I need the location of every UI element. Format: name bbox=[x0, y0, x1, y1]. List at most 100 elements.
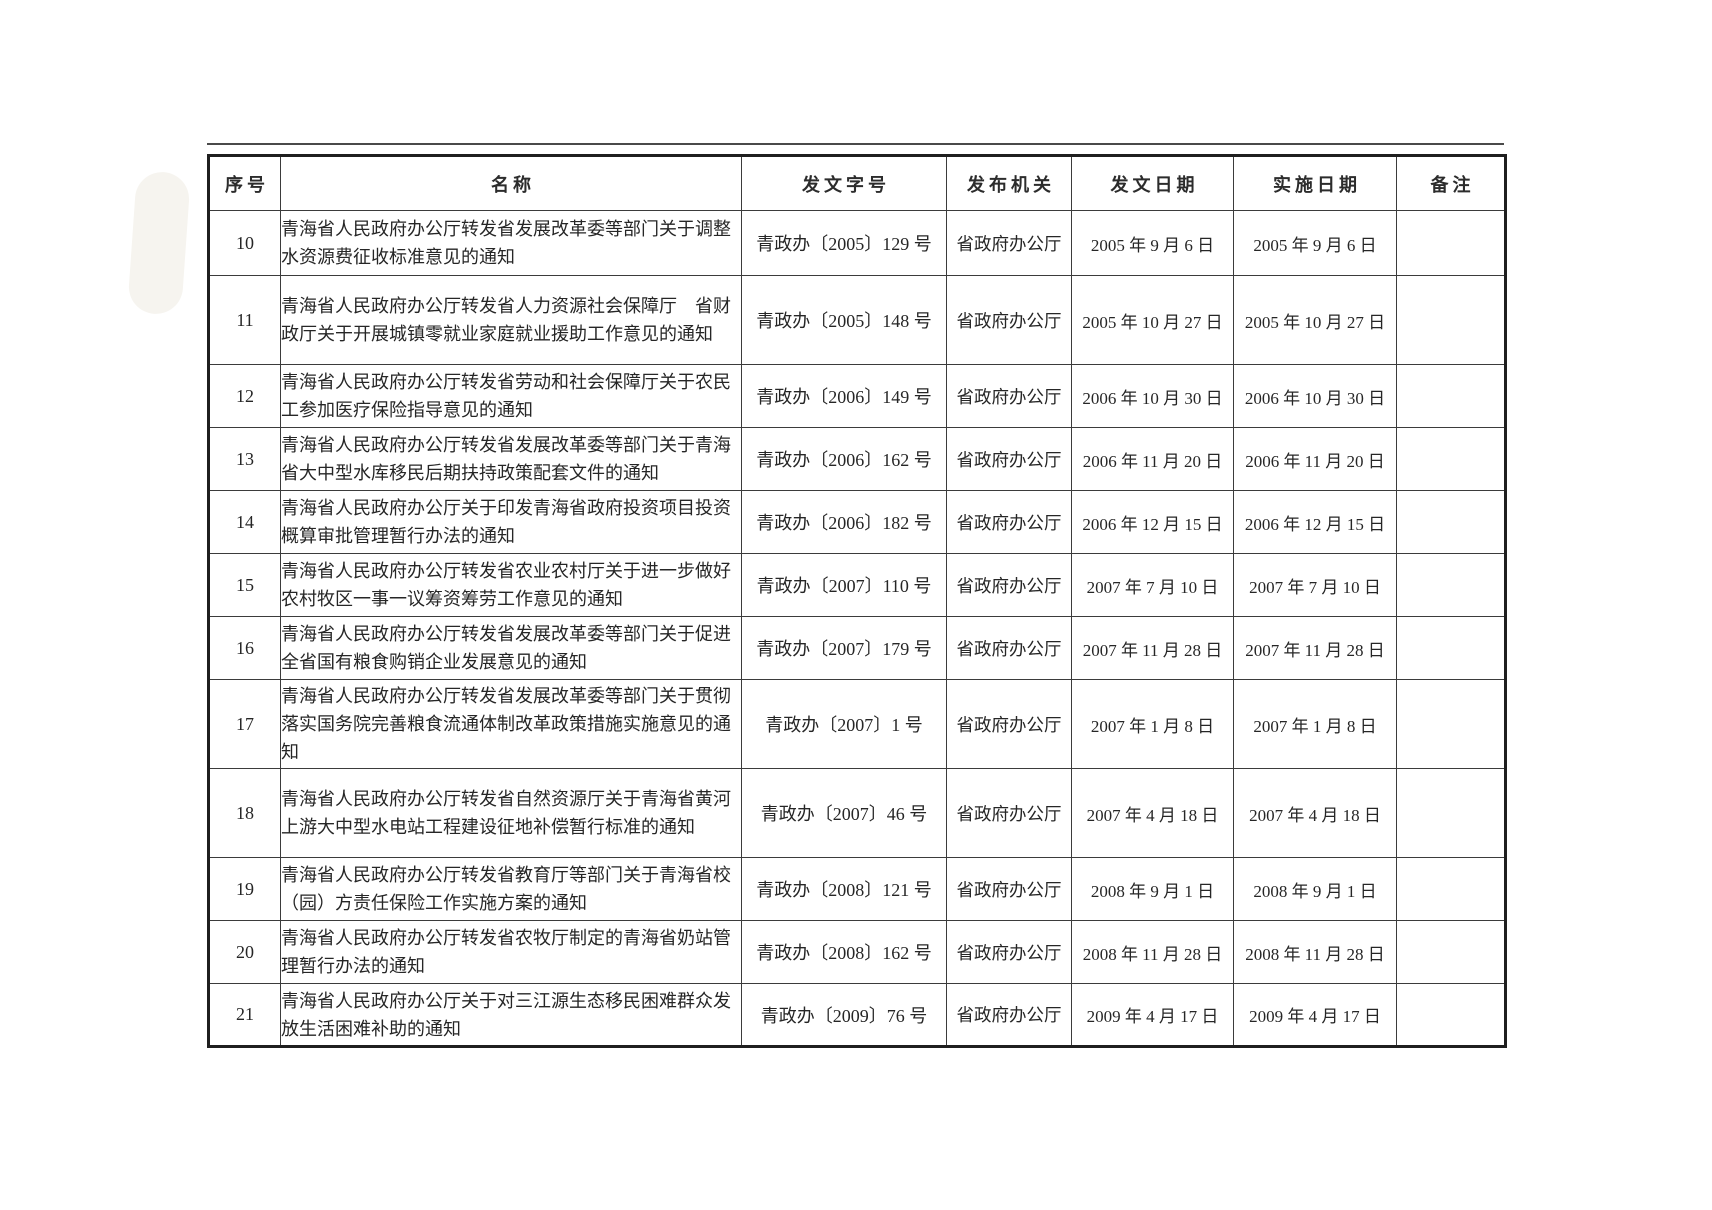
cell-doc-number: 青政办〔2009〕76 号 bbox=[741, 983, 947, 1047]
cell-agency: 省政府办公厅 bbox=[946, 553, 1072, 617]
cell-remarks bbox=[1396, 768, 1506, 858]
cell-issue-date: 2007 年 7 月 10 日 bbox=[1071, 553, 1234, 617]
cell-issue-date: 2007 年 4 月 18 日 bbox=[1071, 768, 1234, 858]
cell-name: 青海省人民政府办公厅转发省农牧厅制定的青海省奶站管理暂行办法的通知 bbox=[280, 920, 742, 984]
cell-no: 20 bbox=[208, 920, 281, 984]
cell-no: 16 bbox=[208, 616, 281, 680]
cell-no: 13 bbox=[208, 427, 281, 491]
cell-implementation-date: 2008 年 11 月 28 日 bbox=[1233, 920, 1397, 984]
cell-implementation-date: 2007 年 4 月 18 日 bbox=[1233, 768, 1397, 858]
cell-agency: 省政府办公厅 bbox=[946, 210, 1072, 276]
header-issue-date: 发文日期 bbox=[1071, 155, 1234, 211]
cell-no: 10 bbox=[208, 210, 281, 276]
cell-doc-number: 青政办〔2006〕149 号 bbox=[741, 364, 947, 428]
cell-remarks bbox=[1396, 679, 1506, 769]
cell-doc-number: 青政办〔2008〕121 号 bbox=[741, 857, 947, 921]
cell-doc-number: 青政办〔2005〕148 号 bbox=[741, 275, 947, 365]
table-top-rule bbox=[207, 143, 1504, 145]
cell-name: 青海省人民政府办公厅转发省发展改革委等部门关于促进全省国有粮食购销企业发展意见的… bbox=[280, 616, 742, 680]
cell-doc-number: 青政办〔2007〕46 号 bbox=[741, 768, 947, 858]
cell-implementation-date: 2006 年 11 月 20 日 bbox=[1233, 427, 1397, 491]
cell-name: 青海省人民政府办公厅转发省自然资源厅关于青海省黄河上游大中型水电站工程建设征地补… bbox=[280, 768, 742, 858]
table-row-12: 12 青海省人民政府办公厅转发省劳动和社会保障厅关于农民工参加医疗保险指导意见的… bbox=[208, 364, 1506, 428]
cell-remarks bbox=[1396, 427, 1506, 491]
cell-name: 青海省人民政府办公厅转发省劳动和社会保障厅关于农民工参加医疗保险指导意见的通知 bbox=[280, 364, 742, 428]
cell-no: 19 bbox=[208, 857, 281, 921]
cell-no: 12 bbox=[208, 364, 281, 428]
cell-implementation-date: 2005 年 9 月 6 日 bbox=[1233, 210, 1397, 276]
cell-implementation-date: 2007 年 11 月 28 日 bbox=[1233, 616, 1397, 680]
scan-artifact-blob bbox=[127, 170, 191, 316]
cell-agency: 省政府办公厅 bbox=[946, 616, 1072, 680]
cell-remarks bbox=[1396, 616, 1506, 680]
cell-name: 青海省人民政府办公厅转发省发展改革委等部门关于调整水资源费征收标准意见的通知 bbox=[280, 210, 742, 276]
table-row-10: 10 青海省人民政府办公厅转发省发展改革委等部门关于调整水资源费征收标准意见的通… bbox=[208, 210, 1506, 276]
cell-no: 21 bbox=[208, 983, 281, 1047]
cell-doc-number: 青政办〔2005〕129 号 bbox=[741, 210, 947, 276]
cell-issue-date: 2009 年 4 月 17 日 bbox=[1071, 983, 1234, 1047]
cell-agency: 省政府办公厅 bbox=[946, 275, 1072, 365]
header-implementation-date: 实施日期 bbox=[1233, 155, 1397, 211]
cell-doc-number: 青政办〔2006〕182 号 bbox=[741, 490, 947, 554]
cell-remarks bbox=[1396, 490, 1506, 554]
cell-issue-date: 2008 年 11 月 28 日 bbox=[1071, 920, 1234, 984]
cell-issue-date: 2007 年 1 月 8 日 bbox=[1071, 679, 1234, 769]
cell-issue-date: 2005 年 10 月 27 日 bbox=[1071, 275, 1234, 365]
cell-remarks bbox=[1396, 983, 1506, 1047]
cell-no: 15 bbox=[208, 553, 281, 617]
cell-agency: 省政府办公厅 bbox=[946, 364, 1072, 428]
regulations-table: 序号 名称 发文字号 发布机关 发文日期 实施日期 备注 10 青海省人民政府办… bbox=[207, 154, 1507, 1048]
header-no: 序号 bbox=[208, 155, 281, 211]
cell-issue-date: 2007 年 11 月 28 日 bbox=[1071, 616, 1234, 680]
cell-doc-number: 青政办〔2007〕110 号 bbox=[741, 553, 947, 617]
cell-agency: 省政府办公厅 bbox=[946, 983, 1072, 1047]
table-row-18: 18 青海省人民政府办公厅转发省自然资源厅关于青海省黄河上游大中型水电站工程建设… bbox=[208, 768, 1506, 858]
cell-issue-date: 2008 年 9 月 1 日 bbox=[1071, 857, 1234, 921]
cell-name: 青海省人民政府办公厅转发省发展改革委等部门关于青海省大中型水库移民后期扶持政策配… bbox=[280, 427, 742, 491]
table-row-20: 20 青海省人民政府办公厅转发省农牧厅制定的青海省奶站管理暂行办法的通知 青政办… bbox=[208, 920, 1506, 984]
cell-implementation-date: 2008 年 9 月 1 日 bbox=[1233, 857, 1397, 921]
cell-agency: 省政府办公厅 bbox=[946, 920, 1072, 984]
cell-remarks bbox=[1396, 364, 1506, 428]
cell-implementation-date: 2005 年 10 月 27 日 bbox=[1233, 275, 1397, 365]
header-remarks: 备注 bbox=[1396, 155, 1506, 211]
cell-name: 青海省人民政府办公厅关于印发青海省政府投资项目投资概算审批管理暂行办法的通知 bbox=[280, 490, 742, 554]
cell-no: 11 bbox=[208, 275, 281, 365]
cell-remarks bbox=[1396, 553, 1506, 617]
cell-implementation-date: 2007 年 1 月 8 日 bbox=[1233, 679, 1397, 769]
cell-remarks bbox=[1396, 275, 1506, 365]
cell-doc-number: 青政办〔2007〕179 号 bbox=[741, 616, 947, 680]
cell-implementation-date: 2007 年 7 月 10 日 bbox=[1233, 553, 1397, 617]
cell-name: 青海省人民政府办公厅转发省农业农村厅关于进一步做好农村牧区一事一议筹资筹劳工作意… bbox=[280, 553, 742, 617]
cell-issue-date: 2006 年 10 月 30 日 bbox=[1071, 364, 1234, 428]
table-row-14: 14 青海省人民政府办公厅关于印发青海省政府投资项目投资概算审批管理暂行办法的通… bbox=[208, 490, 1506, 554]
table-header-row: 序号 名称 发文字号 发布机关 发文日期 实施日期 备注 bbox=[208, 155, 1506, 211]
table-row-16: 16 青海省人民政府办公厅转发省发展改革委等部门关于促进全省国有粮食购销企业发展… bbox=[208, 616, 1506, 680]
cell-doc-number: 青政办〔2008〕162 号 bbox=[741, 920, 947, 984]
cell-doc-number: 青政办〔2006〕162 号 bbox=[741, 427, 947, 491]
table-row-11: 11 青海省人民政府办公厅转发省人力资源社会保障厅 省财政厅关于开展城镇零就业家… bbox=[208, 275, 1506, 365]
table-row-21: 21 青海省人民政府办公厅关于对三江源生态移民困难群众发放生活困难补助的通知 青… bbox=[208, 983, 1506, 1047]
table-row-19: 19 青海省人民政府办公厅转发省教育厅等部门关于青海省校（园）方责任保险工作实施… bbox=[208, 857, 1506, 921]
cell-name: 青海省人民政府办公厅转发省发展改革委等部门关于贯彻落实国务院完善粮食流通体制改革… bbox=[280, 679, 742, 769]
cell-agency: 省政府办公厅 bbox=[946, 857, 1072, 921]
cell-implementation-date: 2006 年 10 月 30 日 bbox=[1233, 364, 1397, 428]
cell-no: 18 bbox=[208, 768, 281, 858]
table-row-15: 15 青海省人民政府办公厅转发省农业农村厅关于进一步做好农村牧区一事一议筹资筹劳… bbox=[208, 553, 1506, 617]
cell-name: 青海省人民政府办公厅转发省教育厅等部门关于青海省校（园）方责任保险工作实施方案的… bbox=[280, 857, 742, 921]
header-doc-number: 发文字号 bbox=[741, 155, 947, 211]
cell-issue-date: 2006 年 11 月 20 日 bbox=[1071, 427, 1234, 491]
cell-remarks bbox=[1396, 857, 1506, 921]
cell-no: 17 bbox=[208, 679, 281, 769]
header-name: 名称 bbox=[280, 155, 742, 211]
cell-issue-date: 2005 年 9 月 6 日 bbox=[1071, 210, 1234, 276]
cell-issue-date: 2006 年 12 月 15 日 bbox=[1071, 490, 1234, 554]
cell-agency: 省政府办公厅 bbox=[946, 427, 1072, 491]
cell-no: 14 bbox=[208, 490, 281, 554]
cell-implementation-date: 2009 年 4 月 17 日 bbox=[1233, 983, 1397, 1047]
cell-agency: 省政府办公厅 bbox=[946, 679, 1072, 769]
table-row-13: 13 青海省人民政府办公厅转发省发展改革委等部门关于青海省大中型水库移民后期扶持… bbox=[208, 427, 1506, 491]
cell-doc-number: 青政办〔2007〕1 号 bbox=[741, 679, 947, 769]
cell-name: 青海省人民政府办公厅关于对三江源生态移民困难群众发放生活困难补助的通知 bbox=[280, 983, 742, 1047]
